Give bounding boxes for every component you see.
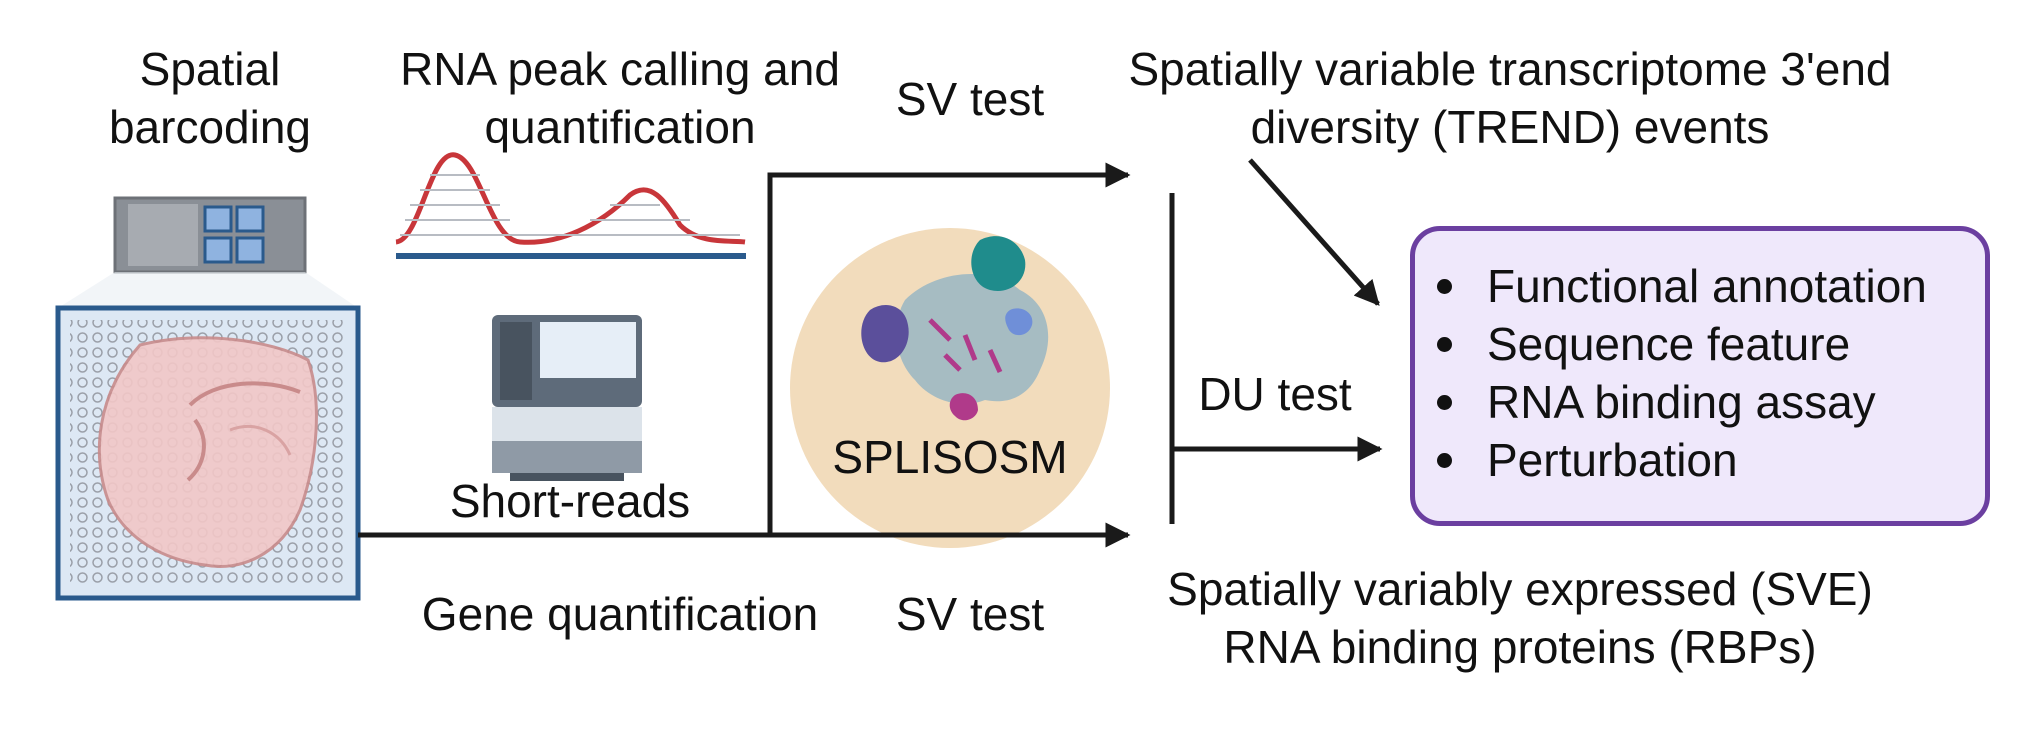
brain-tissue-array-icon: [55, 305, 361, 601]
bullet-icon: [1437, 279, 1452, 294]
list-item: Sequence feature: [1437, 315, 1985, 373]
bullet-icon: [1437, 453, 1452, 468]
analysis-list: Functional annotation Sequence feature R…: [1415, 231, 1985, 489]
label-sve-rbps: Spatially variably expressed (SVE) RNA b…: [1167, 563, 1873, 673]
label-trend-events: Spatially variable transcriptome 3'end d…: [1128, 43, 1892, 153]
peak-calling-icon: [395, 152, 746, 259]
protein-structure-icon: [861, 236, 1049, 421]
sequencer-icon: [492, 315, 642, 481]
label-sv-test-top: SV test: [895, 73, 1045, 125]
list-item: RNA binding assay: [1437, 373, 1985, 431]
label-short-reads: Short-reads: [449, 475, 691, 527]
list-item: Perturbation: [1437, 431, 1985, 489]
flow-lines: [358, 158, 1383, 548]
label-splisosm: SPLISOSM: [832, 431, 1068, 483]
barcoding-slide-icon: [58, 196, 358, 308]
label-sv-test-bottom: SV test: [895, 588, 1045, 640]
downstream-analysis-panel: Functional annotation Sequence feature R…: [1410, 226, 1990, 526]
label-du-test: DU test: [1198, 368, 1352, 420]
label-gene-quantification: Gene quantification: [421, 588, 819, 640]
bullet-icon: [1437, 337, 1452, 352]
label-spatial-barcoding: Spatial barcoding: [108, 43, 312, 153]
bullet-icon: [1437, 395, 1452, 410]
label-peak-calling: RNA peak calling and quantification: [400, 43, 840, 153]
list-item: Functional annotation: [1437, 257, 1985, 315]
